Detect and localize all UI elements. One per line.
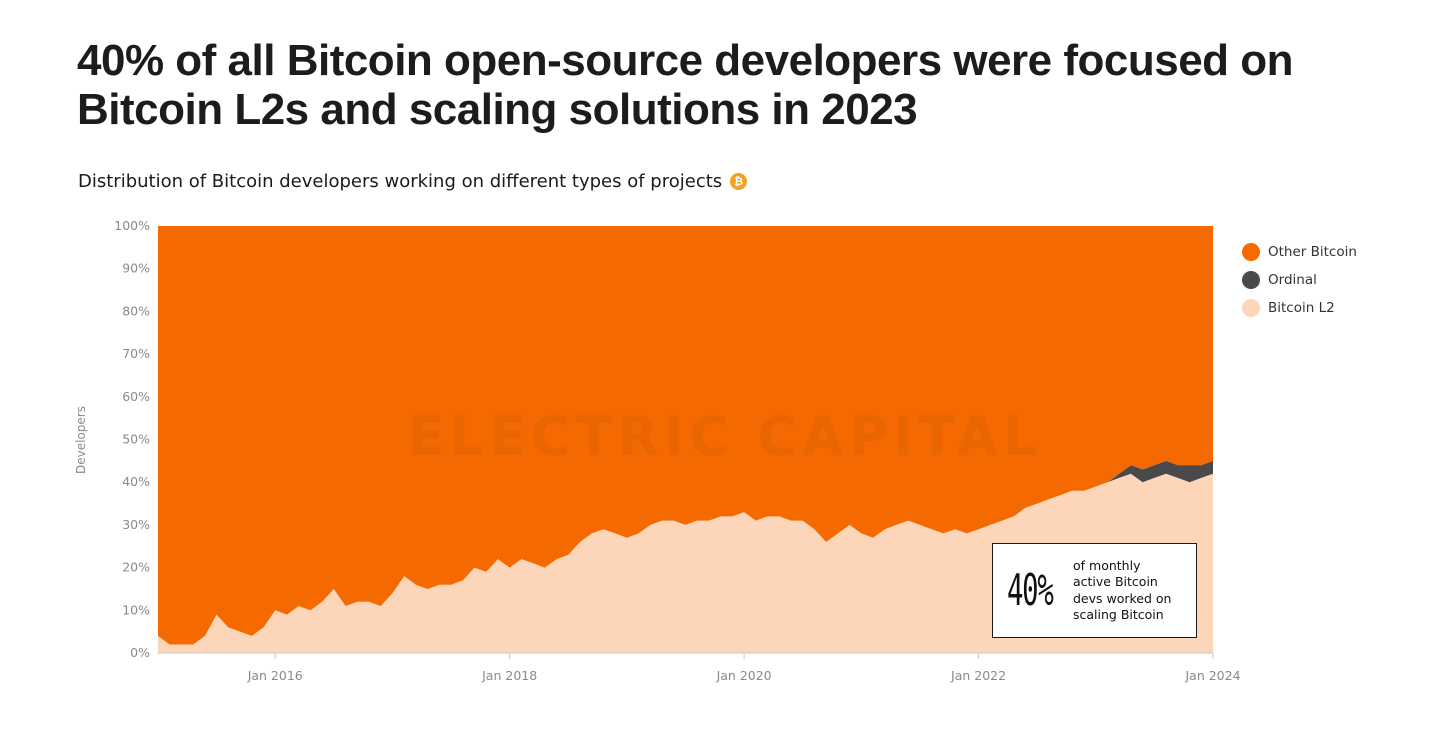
legend-swatch-bitcoin-l2	[1242, 299, 1260, 317]
legend-label-ordinal: Ordinal	[1268, 272, 1317, 288]
y-tick-label: 0%	[130, 645, 150, 660]
chart-subtitle: Distribution of Bitcoin developers worki…	[78, 171, 748, 192]
x-tick-label: Jan 2022	[950, 668, 1006, 683]
legend-item-other-bitcoin: Other Bitcoin	[1242, 238, 1357, 266]
chart-areas	[158, 226, 1213, 653]
legend-label-other-bitcoin: Other Bitcoin	[1268, 244, 1357, 260]
area-bitcoin-l2	[158, 473, 1213, 653]
x-tick-label: Jan 2024	[1184, 668, 1240, 683]
y-tick-label: 30%	[122, 517, 150, 532]
area-other-bitcoin	[158, 226, 1213, 645]
x-tick-label: Jan 2018	[481, 668, 537, 683]
callout-percentage: 40%	[1007, 565, 1054, 616]
y-tick-label: 20%	[122, 560, 150, 575]
y-tick-label: 100%	[114, 218, 150, 233]
electric-capital-watermark: ELECTRIC CAPITAL	[408, 405, 1043, 468]
legend-item-ordinal: Ordinal	[1242, 266, 1357, 294]
headline: 40% of all Bitcoin open-source developer…	[77, 36, 1294, 134]
y-tick-label: 80%	[122, 303, 150, 318]
y-tick-label: 70%	[122, 346, 150, 361]
y-tick-label: 10%	[122, 602, 150, 617]
x-tick-label: Jan 2020	[716, 668, 772, 683]
callout-box: 40% of monthly active Bitcoin devs worke…	[992, 543, 1197, 638]
bitcoin-icon: ₿	[730, 173, 748, 190]
legend-item-bitcoin-l2: Bitcoin L2	[1242, 294, 1357, 322]
y-axis-ticks: 0% 10% 20% 30% 40% 50% 60% 70% 80% 90% 100%	[114, 218, 150, 660]
y-tick-label: 60%	[122, 389, 150, 404]
legend-label-bitcoin-l2: Bitcoin L2	[1268, 300, 1335, 316]
y-tick-label: 50%	[122, 432, 150, 447]
legend-swatch-other-bitcoin	[1242, 243, 1260, 261]
x-tick-label: Jan 2016	[247, 668, 303, 683]
chart-subtitle-text: Distribution of Bitcoin developers worki…	[78, 171, 723, 192]
y-axis-label: Developers	[74, 406, 88, 474]
callout-description: of monthly active Bitcoin devs worked on…	[1073, 557, 1172, 623]
y-tick-label: 90%	[122, 261, 150, 276]
legend-swatch-ordinal	[1242, 271, 1260, 289]
legend: Other Bitcoin Ordinal Bitcoin L2	[1242, 238, 1357, 322]
x-axis-ticks: Jan 2016 Jan 2018 Jan 2020 Jan 2022 Jan 2024	[247, 653, 1241, 683]
y-tick-label: 40%	[122, 474, 150, 489]
